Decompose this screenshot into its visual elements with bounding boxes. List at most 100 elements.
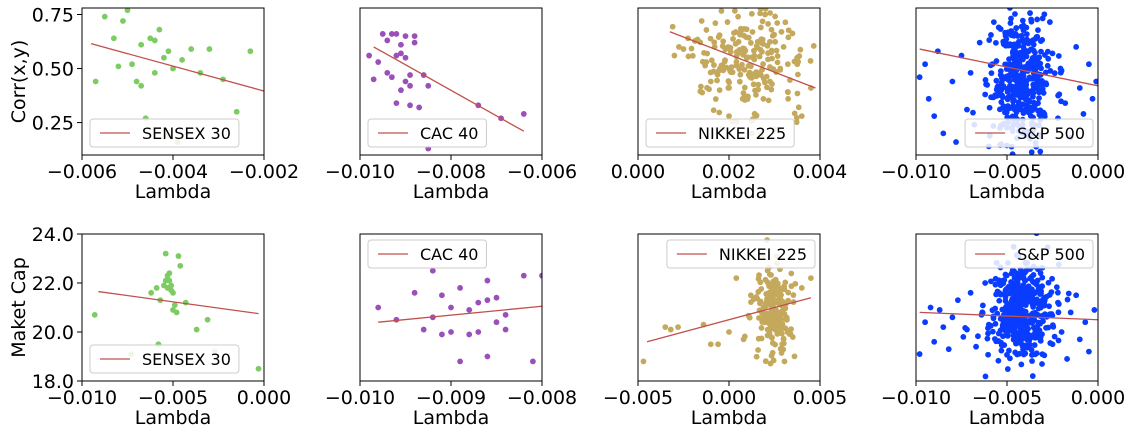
data-point [768, 49, 775, 56]
data-point [786, 331, 793, 337]
data-point [1042, 69, 1049, 76]
x-tick-label: 0.002 [702, 161, 756, 183]
data-point [1011, 332, 1017, 338]
data-point [707, 35, 714, 42]
data-point [995, 92, 1002, 99]
data-point [779, 330, 785, 337]
x-tick-label: −0.005 [972, 387, 1042, 409]
data-point [979, 302, 986, 309]
data-point [156, 26, 163, 33]
data-point [1030, 272, 1037, 278]
data-point [151, 37, 158, 44]
data-point [416, 104, 423, 111]
x-tick-label: −0.008 [416, 161, 486, 183]
data-point [785, 34, 792, 41]
data-point [722, 46, 729, 53]
data-point [1035, 305, 1042, 312]
data-point [773, 47, 780, 54]
data-point [1049, 275, 1056, 282]
data-point [716, 109, 723, 116]
data-point [1051, 70, 1058, 77]
data-point [949, 78, 956, 85]
data-point [1007, 8, 1013, 11]
data-point [1017, 102, 1023, 109]
data-point [767, 10, 774, 16]
data-point [1012, 349, 1019, 356]
data-point [764, 296, 770, 302]
data-point [712, 96, 719, 102]
data-point [1007, 20, 1014, 27]
data-point [780, 44, 787, 50]
data-point [795, 71, 801, 78]
data-point [1076, 336, 1083, 343]
data-point [1046, 292, 1053, 298]
data-point [411, 39, 418, 46]
data-point [1002, 325, 1008, 332]
data-point [161, 54, 167, 61]
data-point [785, 95, 792, 102]
data-point [1013, 78, 1020, 84]
data-point [992, 39, 999, 46]
data-point [1022, 80, 1029, 87]
data-point [741, 66, 748, 73]
data-point [998, 342, 1005, 349]
data-point [727, 44, 734, 51]
data-point [765, 20, 772, 27]
data-point [1020, 308, 1027, 314]
data-point [1073, 292, 1080, 299]
data-point [793, 119, 800, 126]
data-point [768, 352, 775, 359]
data-point [1010, 89, 1017, 95]
data-point [810, 43, 817, 49]
data-point [757, 46, 764, 53]
x-tick-label: 0.000 [611, 161, 665, 183]
data-point [707, 78, 714, 85]
data-point [985, 321, 992, 328]
data-point [777, 324, 784, 331]
data-point [1082, 319, 1089, 326]
data-point [179, 56, 186, 63]
y-axis-label: Corr(x,y) [8, 40, 30, 124]
data-point [750, 81, 757, 88]
data-point [711, 62, 717, 68]
data-point [138, 82, 145, 89]
data-point [1093, 78, 1098, 85]
data-point [1031, 342, 1038, 348]
data-point [778, 28, 785, 35]
x-tick-label: −0.005 [603, 387, 673, 409]
data-point [1025, 40, 1032, 47]
data-point [1038, 65, 1044, 72]
data-point [964, 326, 970, 333]
data-point [402, 33, 409, 40]
data-point [1010, 50, 1016, 57]
data-point [985, 330, 991, 337]
data-point [1035, 107, 1041, 114]
data-point [398, 50, 404, 57]
data-point [771, 31, 778, 38]
legend-label: CAC 40 [420, 124, 478, 143]
data-point [1026, 337, 1033, 344]
data-point [793, 114, 800, 121]
data-point [675, 324, 681, 330]
data-point [1022, 290, 1029, 297]
data-point [772, 13, 779, 20]
data-point [711, 39, 718, 46]
data-point [1012, 11, 1018, 17]
data-point [783, 314, 790, 321]
data-point [720, 38, 727, 45]
data-point [1032, 49, 1038, 56]
data-point [1011, 309, 1017, 316]
data-point [1036, 95, 1042, 102]
data-point [206, 46, 213, 52]
data-point [785, 289, 792, 296]
legend-label: S&P 500 [1017, 124, 1085, 143]
data-point [1064, 356, 1070, 362]
data-point [768, 334, 775, 341]
legend-label: CAC 40 [420, 245, 478, 264]
data-point [1004, 41, 1011, 48]
data-point [1002, 271, 1009, 278]
legend-box [367, 118, 487, 148]
data-point [138, 41, 145, 48]
data-point [1038, 48, 1044, 55]
data-point [807, 57, 814, 64]
